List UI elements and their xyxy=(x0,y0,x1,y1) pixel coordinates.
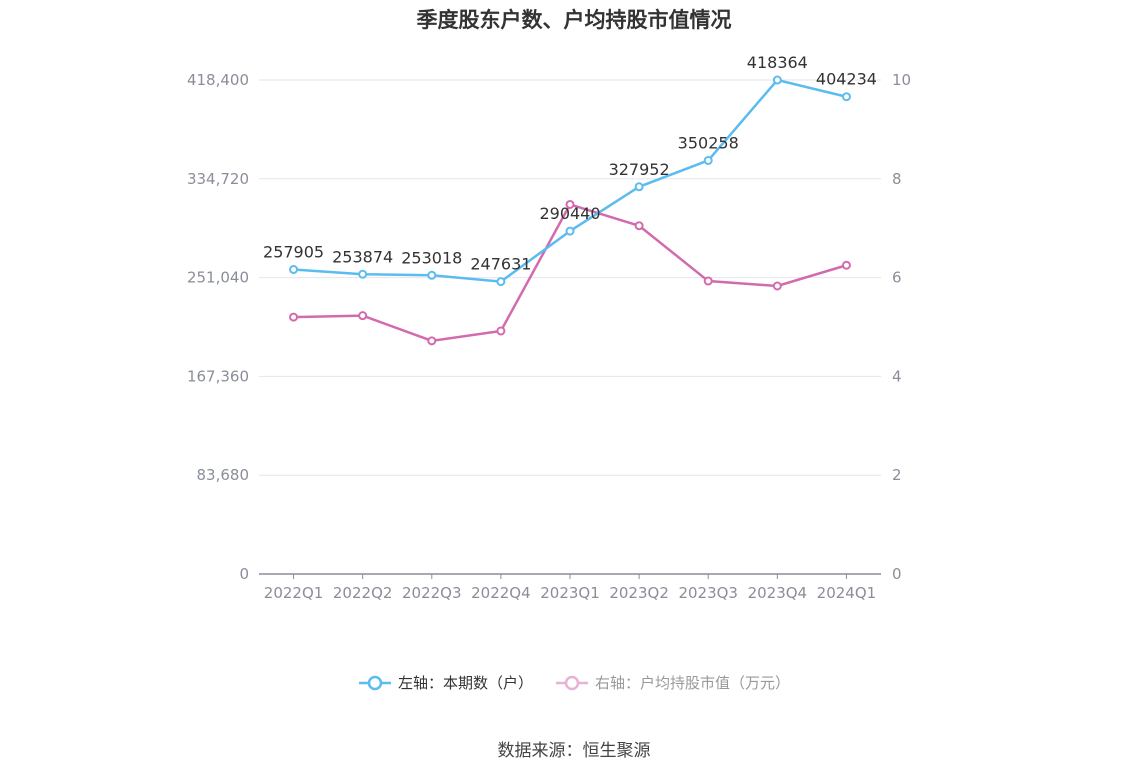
left-axis-tick-label: 83,680 xyxy=(197,466,250,484)
right-axis-tick-label: 10 xyxy=(892,71,911,89)
left-series-point xyxy=(703,155,713,165)
left-series-point xyxy=(496,277,506,287)
left-series-point xyxy=(358,269,368,279)
left-series-point xyxy=(772,75,782,85)
left-series-point xyxy=(427,270,437,280)
right-series-line xyxy=(293,202,847,343)
right-series-point xyxy=(841,260,851,270)
legend: 左轴：本期数（户） 右轴：户均持股市值（万元） xyxy=(0,672,1148,693)
x-axis-tick-label: 2022Q4 xyxy=(471,584,531,602)
left-series-data-label: 247631 xyxy=(470,255,531,274)
left-series-data-label: 327952 xyxy=(609,160,670,179)
x-axis-tick-label: 2022Q2 xyxy=(333,584,393,602)
right-series-point xyxy=(634,221,644,231)
right-series-point xyxy=(703,276,713,286)
legend-left-line-icon xyxy=(358,675,391,690)
left-axis-tick-label: 167,360 xyxy=(187,367,249,385)
left-axis-tick-label: 334,720 xyxy=(187,170,249,188)
x-axis-tick-label: 2023Q1 xyxy=(540,584,600,602)
right-axis-tick-label: 2 xyxy=(892,466,902,484)
legend-item-left-series[interactable]: 左轴：本期数（户） xyxy=(358,672,533,693)
legend-label-right-series: 右轴：户均持股市值（万元） xyxy=(595,674,791,692)
left-series-data-label: 253874 xyxy=(332,247,393,266)
right-axis-tick-label: 6 xyxy=(892,269,902,287)
left-series-data-label: 418364 xyxy=(747,53,808,72)
left-axis-tick-label: 0 xyxy=(239,565,249,583)
left-series-data-label: 257905 xyxy=(263,242,324,261)
x-axis-tick-label: 2022Q1 xyxy=(264,584,324,602)
right-series-point xyxy=(358,311,368,321)
right-axis-tick-label: 8 xyxy=(892,170,902,188)
source-note: 数据来源：恒生聚源 xyxy=(497,741,651,761)
x-axis-tick-label: 2022Q3 xyxy=(402,584,462,602)
left-series-data-label: 290440 xyxy=(539,204,600,223)
left-series-data-label: 253018 xyxy=(401,248,462,267)
axes: 0 83,680 167,360 251,040 334,720 418,400 0 2 4 6 8… xyxy=(187,71,911,602)
right-axis-tick-label: 0 xyxy=(892,565,902,583)
legend-item-right-series[interactable]: 右轴：户均持股市值（万元） xyxy=(555,672,790,693)
series xyxy=(289,75,851,346)
left-series-data-label: 350258 xyxy=(678,133,739,152)
right-series-point xyxy=(289,312,299,322)
left-series-point xyxy=(565,226,575,236)
left-series-point xyxy=(634,182,644,192)
left-series-point xyxy=(289,264,299,274)
x-axis-tick-label: 2023Q4 xyxy=(748,584,808,602)
right-series-point xyxy=(772,281,782,291)
right-series-point xyxy=(496,326,506,336)
legend-label-left-series: 左轴：本期数（户） xyxy=(397,674,533,692)
right-series-point xyxy=(565,199,575,209)
chart-title: 季度股东户数、户均持股市值情况 xyxy=(416,8,732,32)
gridlines xyxy=(259,79,881,476)
legend-right-line-icon xyxy=(556,675,588,690)
left-axis-tick-label: 251,040 xyxy=(187,269,249,287)
right-series-point xyxy=(427,336,437,346)
right-axis-tick-label: 4 xyxy=(892,367,902,385)
left-axis-tick-label: 418,400 xyxy=(187,71,249,89)
x-axis-tick-label: 2024Q1 xyxy=(817,584,877,602)
left-series-data-label: 404234 xyxy=(816,70,877,89)
left-series-point xyxy=(841,92,851,102)
x-axis-tick-label: 2023Q3 xyxy=(678,584,738,602)
data-labels: 257905 253874 253018 247631 290440 327952 3502… xyxy=(263,53,877,274)
x-axis-tick-label: 2023Q2 xyxy=(609,584,669,602)
